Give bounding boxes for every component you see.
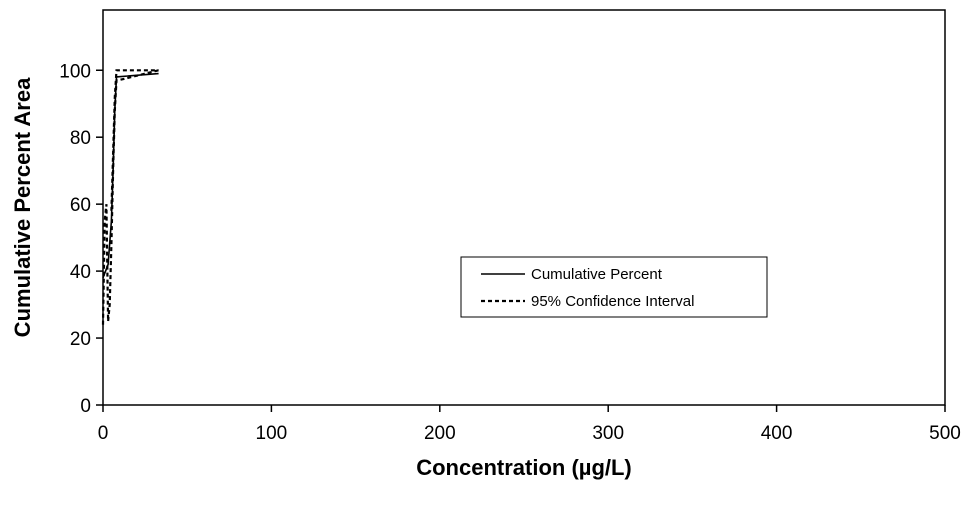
y-axis-title: Cumulative Percent Area	[10, 77, 35, 337]
legend-label: 95% Confidence Interval	[531, 293, 694, 310]
legend: Cumulative Percent 95% Confidence Interva…	[460, 256, 768, 318]
ticks-layer: 0 100 200 300 400 500 0 20 40 60 80 100	[59, 61, 961, 444]
series-line-confidence-interval-2	[110, 69, 159, 211]
x-axis-title: Concentration (µg/L)	[416, 455, 632, 480]
x-tick-label: 300	[592, 423, 624, 444]
y-tick-label: 20	[70, 329, 91, 350]
y-tick-label: 80	[70, 128, 91, 149]
plot-area	[102, 9, 946, 406]
y-tick-label: 0	[80, 396, 91, 417]
x-tick-label: 200	[424, 423, 456, 444]
legend-label: Cumulative Percent	[531, 266, 663, 283]
x-tick-label: 400	[761, 423, 793, 444]
x-tick-label: 100	[256, 423, 288, 444]
legend-box	[460, 256, 768, 318]
y-tick-label: 40	[70, 262, 91, 283]
y-tick-label: 100	[59, 61, 91, 82]
x-tick-label: 500	[929, 423, 961, 444]
x-tick-label: 0	[98, 423, 109, 444]
y-tick-label: 60	[70, 195, 91, 216]
series-line-confidence-interval-1	[101, 69, 159, 325]
series-layer	[101, 69, 159, 325]
